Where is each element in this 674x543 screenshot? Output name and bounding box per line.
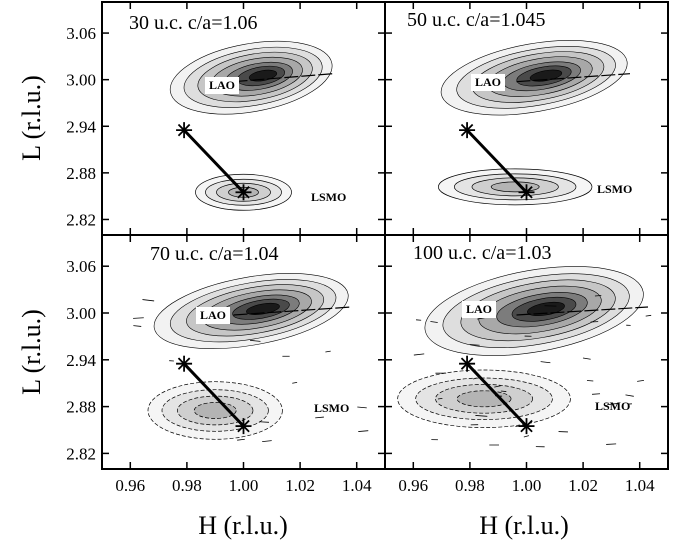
relaxed-point-marker bbox=[459, 122, 476, 139]
lao-streak bbox=[516, 73, 631, 83]
lao-streak bbox=[233, 306, 352, 316]
x-tick-label: 1.00 bbox=[229, 476, 259, 495]
lao-label: LAO bbox=[466, 302, 492, 316]
noise-contour bbox=[494, 385, 501, 388]
lao-label-bg bbox=[196, 307, 230, 324]
noise-contour bbox=[325, 350, 331, 353]
noise-contour bbox=[523, 435, 529, 438]
x-tick-label: 1.02 bbox=[285, 476, 315, 495]
noise-contour bbox=[358, 430, 369, 432]
panel-2: LAO LSMO 50 u.c. c/a=1.045 bbox=[384, 1, 669, 236]
noise-contour bbox=[262, 440, 272, 443]
lao-label: LAO bbox=[209, 78, 235, 92]
y-tick-label: 3.00 bbox=[66, 71, 96, 90]
panel-title: 50 u.c. c/a=1.045 bbox=[407, 9, 545, 31]
panels-group: LAO LSMO 30 u.c. c/a=1.06 2.82 2.88 2.94 3.00 3… bbox=[66, 1, 669, 495]
noise-contour bbox=[475, 415, 488, 417]
relaxation-line bbox=[465, 129, 528, 194]
noise-contour bbox=[133, 325, 142, 327]
y-tick-label: 3.00 bbox=[66, 304, 96, 323]
x-tick-label: 0.98 bbox=[455, 476, 485, 495]
y-tick-label: 2.82 bbox=[66, 444, 96, 463]
x-tick-label: 1.04 bbox=[625, 476, 655, 495]
y-tick-label: 2.94 bbox=[66, 351, 96, 370]
strained-point-marker bbox=[235, 418, 252, 435]
strained-point-marker bbox=[518, 184, 535, 201]
panel-title: 30 u.c. c/a=1.06 bbox=[129, 12, 257, 34]
y-tick-label: 2.82 bbox=[66, 210, 96, 229]
x-tick-label: 0.96 bbox=[115, 476, 145, 495]
lao-label-bg bbox=[471, 74, 505, 91]
lsmo-label: LSMO bbox=[595, 399, 630, 413]
y-axis-title-bottom: L (r.l.u.) bbox=[17, 309, 46, 395]
noise-contour bbox=[469, 344, 480, 346]
noise-contour bbox=[592, 393, 601, 395]
lao-label: LAO bbox=[475, 75, 501, 89]
lao-streak bbox=[516, 306, 649, 316]
noise-contour bbox=[645, 314, 652, 317]
lsmo-label: LSMO bbox=[597, 182, 632, 196]
noise-contour bbox=[315, 416, 324, 419]
contour-map bbox=[438, 40, 631, 206]
noise-contour bbox=[607, 403, 619, 406]
noise-contour bbox=[500, 390, 507, 392]
lsmo-label: LSMO bbox=[314, 401, 349, 415]
relaxation-line bbox=[182, 362, 245, 428]
noise-contour bbox=[606, 443, 617, 445]
panel-title: 100 u.c. c/a=1.03 bbox=[413, 242, 551, 264]
y-tick-label: 2.94 bbox=[66, 117, 96, 136]
lao-label: LAO bbox=[200, 308, 226, 322]
panel-4: LAO LSMO 100 u.c. c/a=1.03 0.96 0.98 1.00 1.02… bbox=[384, 234, 669, 495]
y-axis-title-top: L (r.l.u.) bbox=[17, 75, 46, 161]
strained-point-marker bbox=[235, 184, 252, 201]
x-axis-title-right: H (r.l.u.) bbox=[479, 511, 569, 540]
noise-contour bbox=[292, 381, 298, 384]
contour-map bbox=[133, 273, 369, 443]
x-axis-title-left: H (r.l.u.) bbox=[198, 511, 288, 540]
strained-point-marker bbox=[518, 418, 535, 435]
x-tick-label: 0.96 bbox=[398, 476, 428, 495]
x-tick-label: 0.98 bbox=[172, 476, 202, 495]
relaxed-point-marker bbox=[176, 355, 193, 372]
lao-label-bg bbox=[462, 301, 496, 318]
lsmo-contour-4 bbox=[456, 390, 512, 408]
noise-contour bbox=[594, 295, 602, 297]
x-tick-label: 1.00 bbox=[512, 476, 542, 495]
relaxed-point-marker bbox=[459, 355, 476, 372]
noise-contour bbox=[133, 317, 144, 319]
noise-contour bbox=[637, 379, 645, 382]
lao-label-bg bbox=[205, 77, 239, 94]
noise-contour bbox=[259, 421, 270, 423]
noise-contour bbox=[473, 377, 478, 380]
panel-3: LAO LSMO 70 u.c. c/a=1.04 0.96 0.98 1.00 1.02 1… bbox=[66, 234, 386, 495]
noise-contour bbox=[413, 353, 425, 356]
relaxation-line bbox=[465, 362, 528, 428]
relaxation-line bbox=[182, 129, 245, 194]
relaxed-point-marker bbox=[176, 122, 193, 139]
lsmo-label: LSMO bbox=[311, 190, 346, 204]
noise-contour bbox=[142, 299, 155, 302]
noise-contour bbox=[582, 357, 591, 360]
noise-contour bbox=[357, 406, 367, 409]
noise-contour bbox=[437, 397, 443, 400]
noise-contour bbox=[625, 394, 634, 397]
noise-contour bbox=[250, 339, 261, 342]
contour-map bbox=[169, 41, 334, 211]
y-tick-label: 2.88 bbox=[66, 164, 96, 183]
y-tick-label: 3.06 bbox=[66, 257, 96, 276]
noise-contour bbox=[237, 438, 245, 441]
y-tick-label: 2.88 bbox=[66, 398, 96, 417]
noise-contour bbox=[430, 321, 438, 323]
panel-title: 70 u.c. c/a=1.04 bbox=[150, 243, 278, 265]
panel-1: LAO LSMO 30 u.c. c/a=1.06 2.82 2.88 2.94 3.00 3… bbox=[66, 1, 386, 236]
noise-contour bbox=[540, 361, 551, 364]
x-tick-label: 1.04 bbox=[342, 476, 372, 495]
x-tick-label: 1.02 bbox=[568, 476, 598, 495]
lao-contour-7 bbox=[246, 302, 280, 315]
contour-map bbox=[397, 266, 652, 448]
y-tick-label: 3.06 bbox=[66, 24, 96, 43]
